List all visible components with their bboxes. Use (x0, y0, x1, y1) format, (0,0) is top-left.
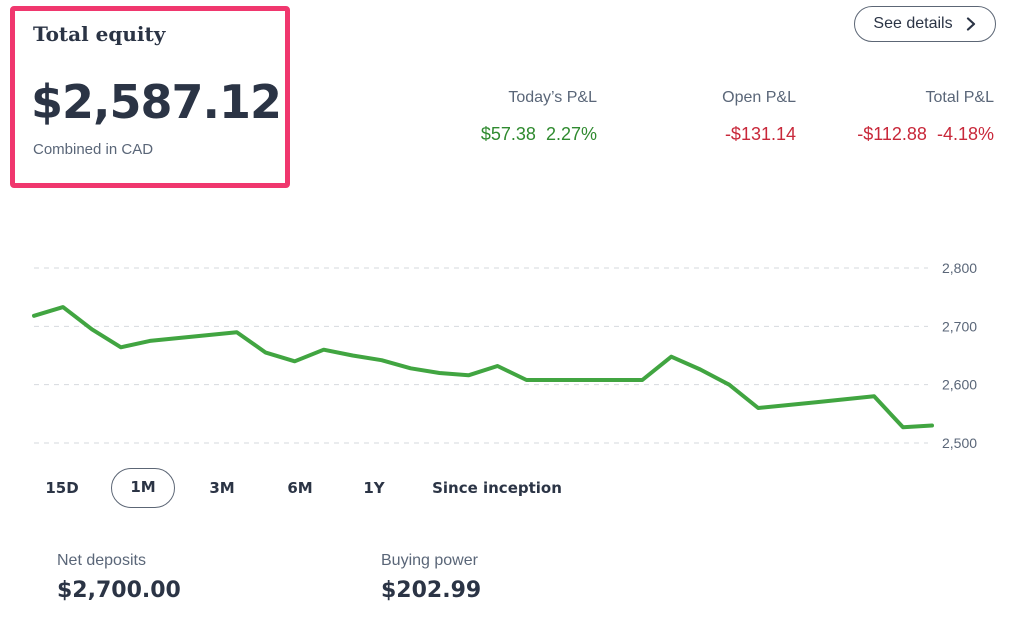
total-equity-card: Total equity $2,587.12 Combined in CAD (10, 6, 290, 188)
todays-pnl-percent: 2.27% (545, 124, 597, 144)
range-1m-button[interactable]: 1M (111, 468, 175, 508)
y-tick-label: 2,600 (942, 377, 977, 393)
range-15d-button[interactable]: 15D (45, 479, 79, 497)
total-pnl-percent: -4.18% (936, 124, 994, 144)
todays-pnl-amount: $57.38 (480, 124, 536, 144)
net-deposits-label: Net deposits (57, 552, 146, 569)
chevron-right-icon (966, 17, 975, 31)
todays-pnl-label: Today’s P&L (508, 89, 597, 106)
open-pnl-amount: -$131.14 (724, 124, 796, 144)
open-pnl-label: Open P&L (722, 89, 796, 106)
total-equity-currency-note: Combined in CAD (33, 141, 154, 158)
time-range-selector: 15D 1M 3M 6M 1Y Since inception (0, 468, 620, 508)
y-tick-label: 2,500 (942, 435, 977, 451)
y-tick-label: 2,800 (942, 260, 977, 276)
open-pnl-value: -$131.14 (725, 124, 796, 145)
total-equity-value: $2,587.12 (31, 75, 282, 129)
net-deposits-value: $2,700.00 (57, 578, 181, 603)
range-1y-button[interactable]: 1Y (363, 479, 385, 497)
see-details-button[interactable]: See details (854, 6, 996, 42)
total-pnl-label: Total P&L (925, 89, 994, 106)
see-details-label: See details (873, 15, 953, 32)
buying-power-value: $202.99 (381, 578, 482, 603)
buying-power-label: Buying power (381, 552, 478, 569)
total-equity-title: Total equity (33, 22, 166, 46)
range-6m-button[interactable]: 6M (287, 479, 313, 497)
equity-series-line (32, 305, 934, 430)
total-pnl-amount: -$112.88 (857, 124, 927, 144)
todays-pnl-value: $57.38 2.27% (481, 124, 597, 145)
range-3m-button[interactable]: 3M (209, 479, 235, 497)
total-pnl-value: -$112.88 -4.18% (857, 124, 994, 145)
range-since-inception-button[interactable]: Since inception (432, 479, 562, 497)
equity-line-chart: 2,800 2,700 2,600 2,500 (32, 260, 977, 451)
y-tick-label: 2,700 (942, 318, 977, 334)
